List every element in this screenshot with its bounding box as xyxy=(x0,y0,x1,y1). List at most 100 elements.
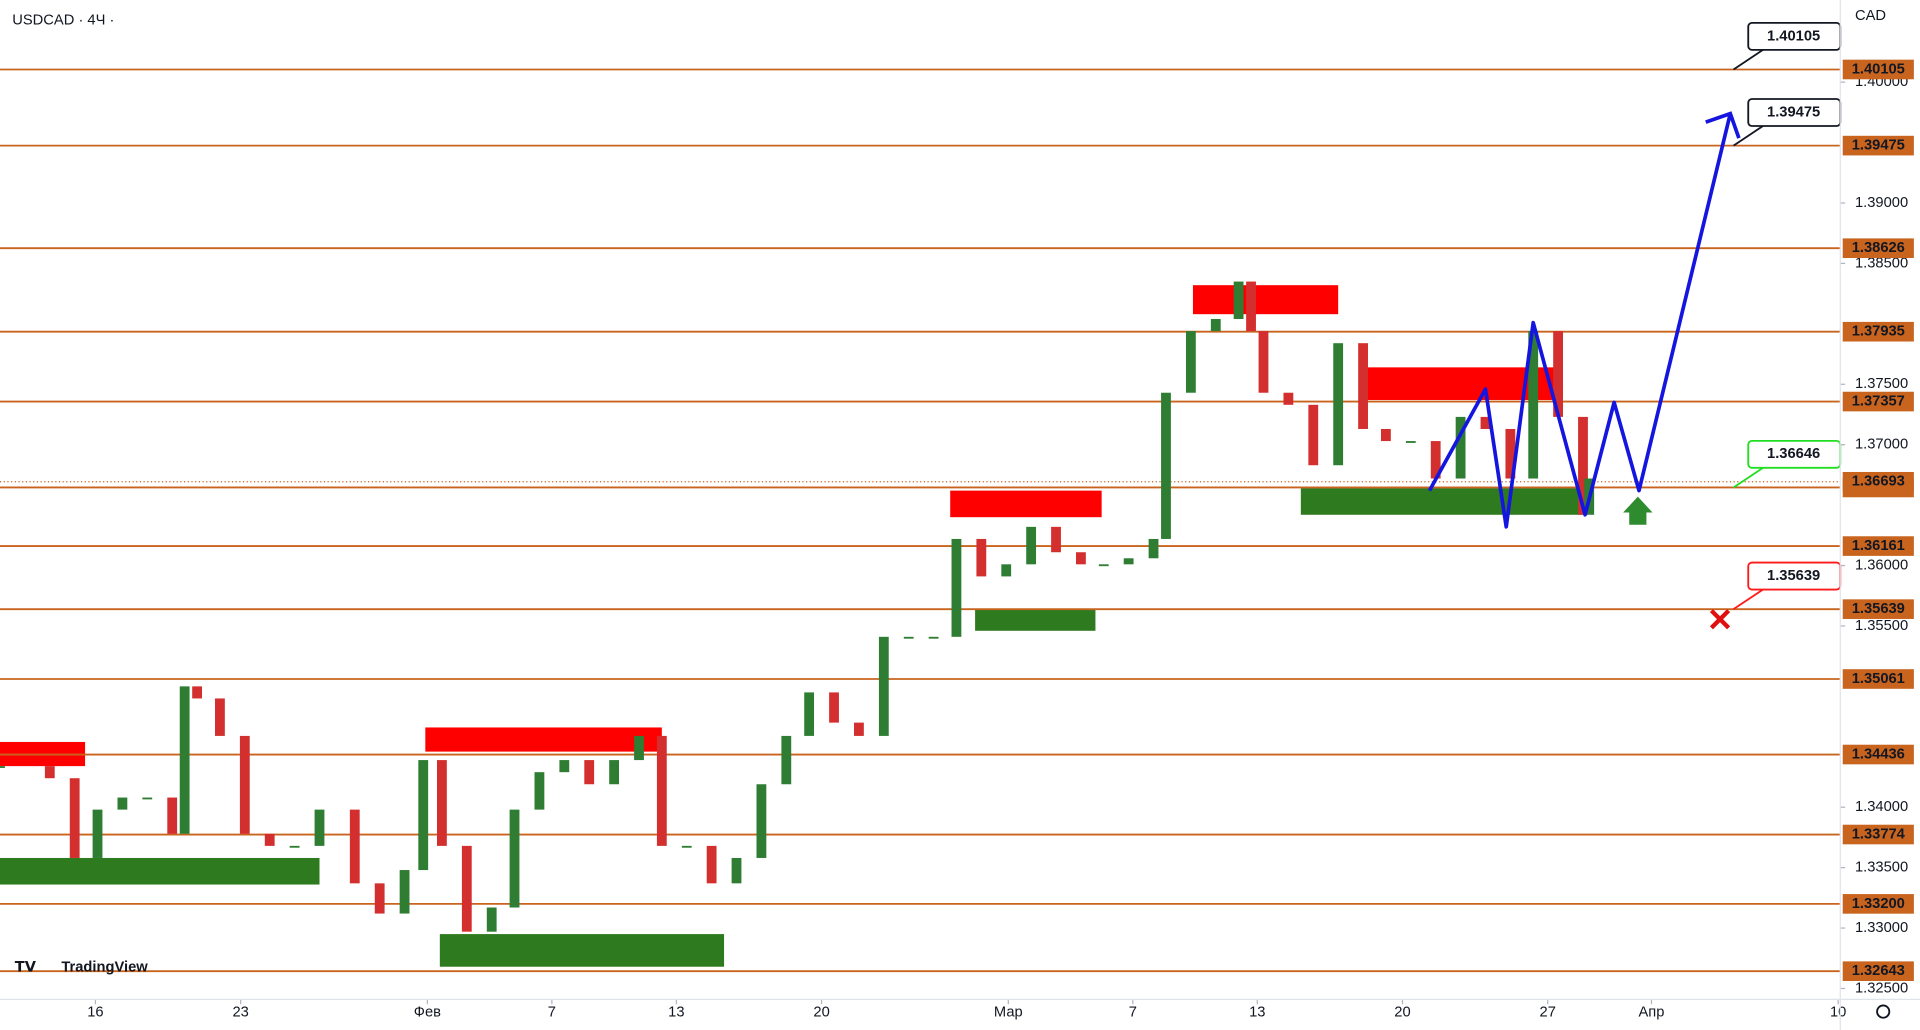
level-label: 1.37935 xyxy=(1852,324,1905,340)
candle xyxy=(167,797,178,834)
y-tick-label: 1.39000 xyxy=(1855,195,1908,211)
callout-label: 1.35639 xyxy=(1767,568,1820,584)
zone xyxy=(1300,488,1583,515)
candle xyxy=(854,722,864,736)
level-label-bg xyxy=(1842,824,1914,845)
y-tick-label: 1.33500 xyxy=(1855,860,1908,876)
zone xyxy=(1192,285,1339,315)
level-label: 1.37357 xyxy=(1852,393,1905,409)
projection-arrowhead xyxy=(1705,111,1741,139)
candle xyxy=(117,797,128,810)
callout-leader xyxy=(1733,586,1768,610)
candle xyxy=(1123,558,1134,565)
candle xyxy=(314,809,325,846)
projection-line xyxy=(1427,113,1733,529)
x-tick-label: 23 xyxy=(232,1005,248,1021)
callout-leader xyxy=(1733,122,1768,147)
y-tick-label: 1.37000 xyxy=(1855,437,1908,453)
candle xyxy=(461,845,472,932)
plot-layer: 1.400001.390001.385001.375001.370001.360… xyxy=(0,21,1914,1021)
y-tick-label: 1.34000 xyxy=(1855,799,1908,815)
candle xyxy=(1358,343,1368,429)
candle xyxy=(92,809,103,858)
level-label: 1.35061 xyxy=(1852,671,1905,687)
candle xyxy=(486,907,497,932)
candle xyxy=(829,692,839,723)
candle xyxy=(1076,552,1086,565)
level-label: 1.39475 xyxy=(1852,138,1905,154)
candle xyxy=(584,760,595,785)
candle xyxy=(1051,526,1061,553)
currency-label[interactable]: CAD xyxy=(1855,8,1886,24)
callout-label: 1.39475 xyxy=(1767,104,1820,120)
candle xyxy=(1405,441,1416,443)
candle xyxy=(1001,564,1012,577)
candle xyxy=(534,772,545,810)
candle xyxy=(179,686,190,834)
candle xyxy=(1098,564,1109,567)
zone xyxy=(950,490,1102,518)
settings-icon[interactable] xyxy=(1876,1004,1891,1019)
candle xyxy=(349,809,360,884)
current-price-bg xyxy=(1842,471,1914,492)
x-tick-label: Фев xyxy=(414,1005,441,1021)
x-tick-label: 7 xyxy=(548,1005,556,1021)
level-label-bg xyxy=(1842,59,1914,80)
callout-label: 1.36646 xyxy=(1767,446,1820,462)
candle xyxy=(1246,281,1256,332)
level-label-bg xyxy=(1842,536,1914,556)
candle xyxy=(1380,428,1391,442)
level-label-bg xyxy=(1842,744,1914,765)
brand-mark: 𝗧𝗩 xyxy=(15,959,37,975)
y-tick-label: 1.35500 xyxy=(1855,618,1908,634)
current-price-label: 1.36693 xyxy=(1852,474,1905,490)
candle xyxy=(399,870,410,914)
candle xyxy=(976,538,987,577)
candle xyxy=(509,809,520,908)
level-label: 1.33200 xyxy=(1852,896,1905,912)
candle xyxy=(142,797,153,800)
zone xyxy=(425,727,662,752)
level-label-bg xyxy=(1842,599,1914,619)
candle xyxy=(1210,319,1221,332)
level-label-bg xyxy=(1842,669,1914,689)
x-tick-label: 27 xyxy=(1540,1005,1556,1021)
candle xyxy=(1148,538,1159,559)
candle xyxy=(0,766,5,768)
x-tick-label: 7 xyxy=(1129,1005,1137,1021)
y-tick-label: 1.36000 xyxy=(1855,557,1908,573)
x-tick-label: Мар xyxy=(994,1005,1023,1021)
candle xyxy=(374,883,385,914)
x-tick-label: 20 xyxy=(813,1005,829,1021)
candle xyxy=(609,760,620,785)
brand-name: TradingView xyxy=(61,959,148,975)
candle xyxy=(69,778,80,858)
candle xyxy=(756,784,767,858)
x-tick-label: 20 xyxy=(1394,1005,1410,1021)
y-tick-label: 1.33000 xyxy=(1855,920,1908,936)
callout-leader xyxy=(1733,464,1768,489)
x-tick-label: 13 xyxy=(668,1005,684,1021)
level-label: 1.32643 xyxy=(1852,963,1905,979)
x-tick-label: 13 xyxy=(1249,1005,1265,1021)
x-tick-label: 16 xyxy=(87,1005,103,1021)
y-tick-label: 1.37500 xyxy=(1855,376,1908,392)
candle xyxy=(559,760,570,773)
callout-leader xyxy=(1733,46,1768,71)
candle xyxy=(1578,416,1588,515)
candle xyxy=(706,845,717,884)
candle xyxy=(878,636,889,736)
zone xyxy=(439,934,725,967)
candle xyxy=(1026,526,1037,565)
candle xyxy=(1185,331,1196,393)
candle xyxy=(781,735,792,785)
candle xyxy=(681,845,692,848)
settings-gear[interactable] xyxy=(1876,1004,1891,1019)
level-label: 1.40105 xyxy=(1852,61,1905,77)
candle xyxy=(928,636,939,639)
level-label: 1.38626 xyxy=(1852,240,1905,256)
candle xyxy=(1283,392,1294,405)
y-tick-label: 1.32500 xyxy=(1855,980,1908,996)
candle xyxy=(437,760,447,846)
